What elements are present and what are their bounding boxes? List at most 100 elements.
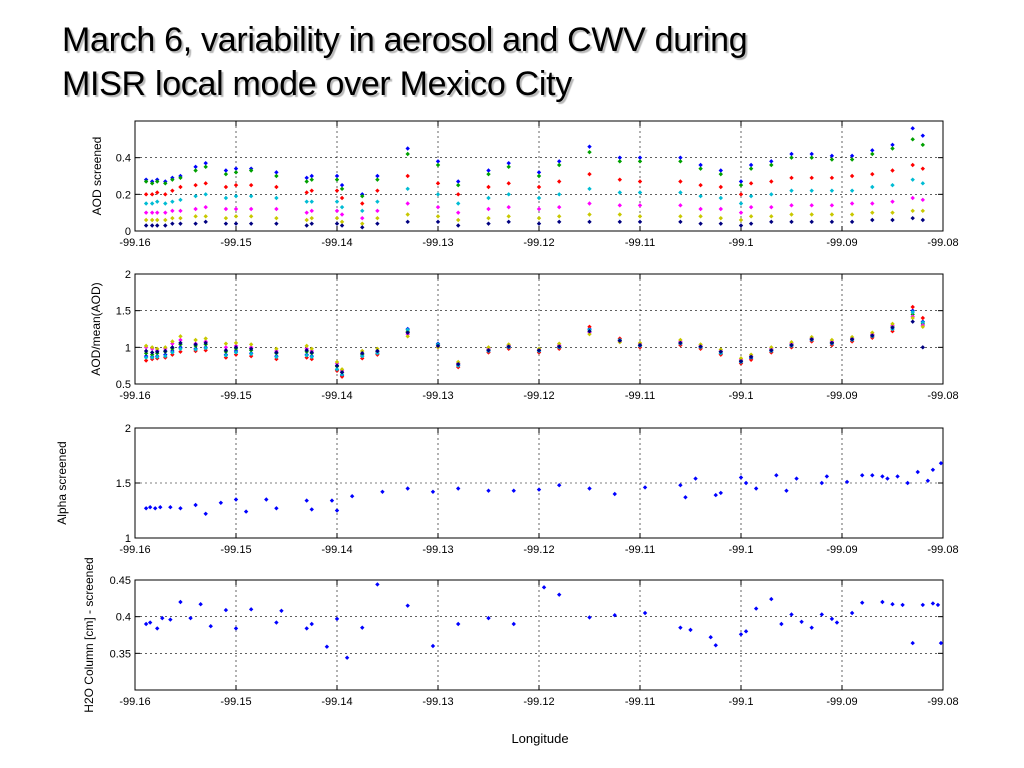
data-point [248, 607, 254, 612]
data-point [678, 337, 683, 343]
x-tick-label: -99.14 [321, 237, 352, 249]
data-point [435, 159, 441, 164]
y-axis-label: Alpha screened [55, 441, 69, 524]
data-point [698, 182, 703, 188]
data-point [168, 617, 173, 622]
data-point [789, 175, 794, 181]
data-point [143, 343, 149, 349]
data-point [860, 600, 865, 605]
data-point [536, 348, 542, 353]
series-7 [143, 215, 925, 230]
data-point [405, 486, 410, 491]
data-point [170, 352, 175, 357]
data-point [309, 173, 314, 179]
data-point [178, 599, 183, 605]
data-point [784, 488, 789, 493]
data-point [155, 190, 160, 195]
data-point [486, 348, 491, 353]
data-point [339, 223, 345, 228]
data-point [809, 337, 814, 342]
data-point [748, 214, 754, 219]
data-point [233, 182, 239, 188]
data-point [587, 329, 592, 334]
data-point [155, 346, 160, 351]
data-point [143, 355, 149, 360]
data-point [223, 607, 229, 613]
data-point [844, 479, 850, 485]
data-point [587, 144, 592, 149]
data-point [360, 625, 365, 630]
data-point [193, 182, 198, 188]
data-point [405, 334, 410, 339]
data-point [344, 655, 350, 660]
x-tick-label: -99.08 [927, 390, 958, 402]
data-point [698, 344, 703, 349]
x-tick-label: -99.12 [523, 390, 554, 402]
data-point [149, 345, 155, 350]
data-point [920, 208, 925, 214]
data-point [910, 208, 915, 214]
data-point [304, 179, 309, 184]
data-point [748, 162, 754, 168]
data-point [718, 168, 723, 173]
data-point [789, 340, 794, 345]
x-axis-label: Longitude [511, 731, 569, 746]
data-point [339, 370, 345, 375]
data-point [511, 488, 516, 493]
data-point [536, 184, 542, 190]
x-tick-label: -99.16 [119, 390, 150, 402]
data-point [223, 341, 229, 346]
data-point [738, 475, 744, 480]
data-point [890, 602, 895, 607]
data-point [678, 179, 683, 184]
data-point [698, 166, 703, 171]
x-tick-label: -99.11 [625, 237, 655, 249]
x-tick-label: -99.13 [422, 696, 453, 708]
data-point [698, 162, 703, 168]
data-point [339, 182, 345, 188]
data-point [188, 615, 193, 621]
data-point [748, 181, 754, 186]
data-point [143, 210, 149, 215]
x-tick-label: -99.14 [321, 390, 352, 402]
data-point [890, 168, 895, 173]
data-point [486, 171, 491, 177]
series-1 [143, 582, 944, 660]
data-point [693, 476, 698, 481]
data-point [149, 217, 155, 223]
data-point [829, 175, 835, 181]
data-point [334, 616, 340, 622]
data-point [870, 210, 875, 215]
x-tick-label: -99.16 [119, 237, 150, 249]
data-point [486, 345, 491, 350]
data-point [506, 181, 511, 186]
data-point [557, 483, 562, 488]
data-point [203, 160, 208, 166]
data-point [748, 193, 754, 199]
data-point [900, 602, 905, 608]
data-point [304, 626, 309, 631]
data-point [339, 186, 345, 192]
data-point [248, 206, 254, 212]
data-point [910, 215, 915, 221]
data-point [536, 173, 542, 179]
data-point [506, 214, 511, 219]
data-point [456, 201, 461, 206]
data-point [637, 219, 643, 225]
data-point [143, 348, 149, 354]
data-point [915, 469, 920, 475]
data-point [147, 620, 153, 625]
data-point [248, 193, 254, 199]
data-point [930, 601, 936, 606]
data-point [506, 192, 511, 197]
data-point [456, 362, 461, 367]
x-tick-label: -99.14 [321, 696, 352, 708]
data-point [789, 151, 794, 157]
data-point [938, 461, 944, 466]
data-point [339, 195, 345, 201]
data-point [829, 219, 835, 225]
data-point [309, 188, 314, 193]
data-point [304, 175, 309, 181]
data-point [557, 204, 562, 210]
data-point [155, 349, 160, 354]
